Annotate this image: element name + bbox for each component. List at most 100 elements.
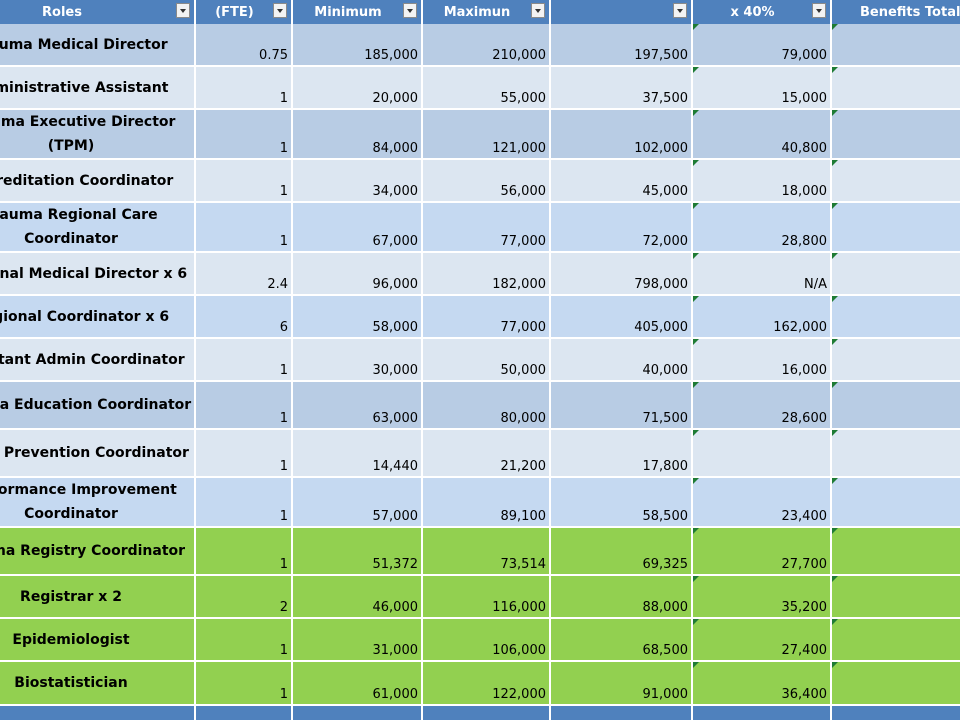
- benefits-cell[interactable]: 40,800: [692, 109, 832, 160]
- benefits-total-cell[interactable]: 52: [831, 66, 960, 110]
- benefits-cell[interactable]: 16,000: [692, 338, 832, 382]
- minimum-cell[interactable]: 96,000: [292, 252, 423, 296]
- maximum-cell[interactable]: 77,000: [422, 202, 551, 253]
- role-cell[interactable]: Performance Improvement Coordinator: [0, 477, 196, 528]
- benefits-total-cell[interactable]: 95: [831, 618, 960, 662]
- midpoint-cell[interactable]: 37,500: [550, 66, 693, 110]
- benefits-cell[interactable]: 27,400: [692, 618, 832, 662]
- role-cell[interactable]: Administrative Assistant: [0, 66, 196, 110]
- fte-cell[interactable]: 1: [195, 202, 293, 253]
- benefits-total-cell[interactable]: 123: [831, 575, 960, 619]
- midpoint-cell[interactable]: 102,000: [550, 109, 693, 160]
- fte-cell[interactable]: 1: [195, 661, 293, 706]
- filter-dropdown-icon[interactable]: [673, 3, 687, 18]
- midpoint-cell[interactable]: 72,000: [550, 202, 693, 253]
- fte-cell[interactable]: 2: [195, 575, 293, 619]
- midpoint-cell[interactable]: 17,800: [550, 429, 693, 478]
- maximum-cell[interactable]: 77,000: [422, 295, 551, 339]
- benefits-total-cell[interactable]: 276: [831, 24, 960, 67]
- filter-dropdown-icon[interactable]: [531, 3, 545, 18]
- benefits-cell[interactable]: 36,400: [692, 661, 832, 706]
- filter-dropdown-icon[interactable]: [403, 3, 417, 18]
- minimum-cell[interactable]: 31,000: [292, 618, 423, 662]
- role-cell[interactable]: Regional Coordinator x 6: [0, 295, 196, 339]
- maximum-cell[interactable]: 210,000: [422, 24, 551, 67]
- maximum-cell[interactable]: 56,000: [422, 159, 551, 203]
- minimum-cell[interactable]: 51,372: [292, 527, 423, 576]
- benefits-cell[interactable]: 28,600: [692, 381, 832, 430]
- fte-cell[interactable]: 1: [195, 381, 293, 430]
- maximum-cell[interactable]: 116,000: [422, 575, 551, 619]
- benefits-cell[interactable]: N/A: [692, 252, 832, 296]
- minimum-cell[interactable]: 57,000: [292, 477, 423, 528]
- midpoint-cell[interactable]: 798,000: [550, 252, 693, 296]
- filter-dropdown-icon[interactable]: [812, 3, 826, 18]
- benefits-cell[interactable]: 15,000: [692, 66, 832, 110]
- fte-cell[interactable]: 1: [195, 527, 293, 576]
- benefits-total-cell[interactable]: 56: [831, 338, 960, 382]
- midpoint-cell[interactable]: 40,000: [550, 338, 693, 382]
- benefits-cell[interactable]: 79,000: [692, 24, 832, 67]
- filter-dropdown-icon[interactable]: [273, 3, 287, 18]
- midpoint-cell[interactable]: 69,325: [550, 527, 693, 576]
- role-cell[interactable]: Registrar x 2: [0, 575, 196, 619]
- benefits-cell[interactable]: [692, 429, 832, 478]
- benefits-total-cell[interactable]: 142: [831, 109, 960, 160]
- maximum-cell[interactable]: 55,000: [422, 66, 551, 110]
- midpoint-cell[interactable]: 88,000: [550, 575, 693, 619]
- role-cell[interactable]: Epidemiologist: [0, 618, 196, 662]
- benefits-total-cell[interactable]: 100: [831, 202, 960, 253]
- maximum-cell[interactable]: 89,100: [422, 477, 551, 528]
- benefits-cell[interactable]: 28,800: [692, 202, 832, 253]
- benefits-cell[interactable]: 18,000: [692, 159, 832, 203]
- midpoint-cell[interactable]: 405,000: [550, 295, 693, 339]
- minimum-cell[interactable]: 14,440: [292, 429, 423, 478]
- role-cell[interactable]: Trauma Executive Director (TPM): [0, 109, 196, 160]
- minimum-cell[interactable]: 58,000: [292, 295, 423, 339]
- benefits-cell[interactable]: 27,700: [692, 527, 832, 576]
- fte-cell[interactable]: 1: [195, 618, 293, 662]
- midpoint-cell[interactable]: 71,500: [550, 381, 693, 430]
- midpoint-cell[interactable]: 45,000: [550, 159, 693, 203]
- benefits-total-cell[interactable]: 63: [831, 159, 960, 203]
- minimum-cell[interactable]: 63,000: [292, 381, 423, 430]
- fte-cell[interactable]: 1: [195, 338, 293, 382]
- fte-cell[interactable]: 1: [195, 159, 293, 203]
- benefits-cell[interactable]: 162,000: [692, 295, 832, 339]
- maximum-cell[interactable]: 80,000: [422, 381, 551, 430]
- minimum-cell[interactable]: 30,000: [292, 338, 423, 382]
- fte-cell[interactable]: 0.75: [195, 24, 293, 67]
- maximum-cell[interactable]: 121,000: [422, 109, 551, 160]
- role-cell[interactable]: Assistant Admin Coordinator: [0, 338, 196, 382]
- role-cell[interactable]: Trauma Medical Director: [0, 24, 196, 67]
- midpoint-cell[interactable]: 197,500: [550, 24, 693, 67]
- minimum-cell[interactable]: 34,000: [292, 159, 423, 203]
- role-cell[interactable]: Accreditation Coordinator: [0, 159, 196, 203]
- maximum-cell[interactable]: 73,514: [422, 527, 551, 576]
- role-cell[interactable]: Trauma Education Coordinator: [0, 381, 196, 430]
- role-cell[interactable]: Injury Prevention Coordinator: [0, 429, 196, 478]
- role-cell[interactable]: Trauma Registry Coordinator: [0, 527, 196, 576]
- minimum-cell[interactable]: 185,000: [292, 24, 423, 67]
- maximum-cell[interactable]: 21,200: [422, 429, 551, 478]
- maximum-cell[interactable]: 50,000: [422, 338, 551, 382]
- minimum-cell[interactable]: 46,000: [292, 575, 423, 619]
- benefits-total-cell[interactable]: 97: [831, 527, 960, 576]
- minimum-cell[interactable]: 20,000: [292, 66, 423, 110]
- benefits-cell[interactable]: 35,200: [692, 575, 832, 619]
- benefits-total-cell[interactable]: 17: [831, 429, 960, 478]
- benefits-total-cell[interactable]: 567: [831, 295, 960, 339]
- minimum-cell[interactable]: 61,000: [292, 661, 423, 706]
- maximum-cell[interactable]: 182,000: [422, 252, 551, 296]
- midpoint-cell[interactable]: 91,000: [550, 661, 693, 706]
- fte-cell[interactable]: 6: [195, 295, 293, 339]
- midpoint-cell[interactable]: 58,500: [550, 477, 693, 528]
- role-cell[interactable]: Regional Medical Director x 6: [0, 252, 196, 296]
- fte-cell[interactable]: 1: [195, 477, 293, 528]
- minimum-cell[interactable]: 67,000: [292, 202, 423, 253]
- role-cell[interactable]: Biostatistician: [0, 661, 196, 706]
- midpoint-cell[interactable]: 68,500: [550, 618, 693, 662]
- fte-cell[interactable]: 1: [195, 109, 293, 160]
- maximum-cell[interactable]: 106,000: [422, 618, 551, 662]
- benefits-cell[interactable]: 23,400: [692, 477, 832, 528]
